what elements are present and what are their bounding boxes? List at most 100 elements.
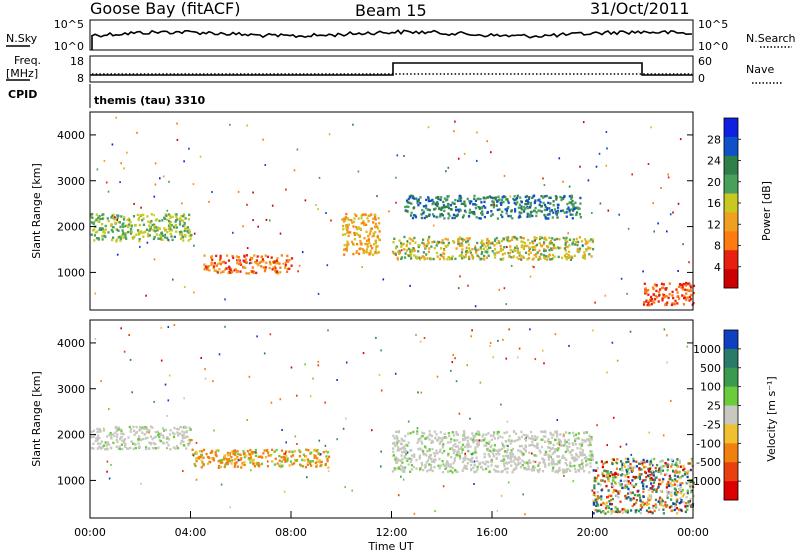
power-panel-pixel bbox=[360, 217, 363, 220]
power-panel-pixel bbox=[393, 237, 396, 240]
velocity-panel-pixel bbox=[686, 504, 689, 508]
velocity-panel-speckle bbox=[195, 478, 198, 481]
power-panel-pixel bbox=[495, 204, 498, 207]
velocity-panel-pixel bbox=[649, 479, 652, 482]
power-panel-pixel bbox=[447, 256, 451, 259]
velocity-panel-pixel bbox=[591, 458, 594, 461]
power-panel-pixel bbox=[518, 211, 521, 214]
power-panel-pixel bbox=[447, 212, 450, 215]
velocity-panel-pixel bbox=[535, 445, 538, 448]
power-panel-pixel bbox=[411, 194, 414, 198]
power-panel-pixel bbox=[576, 243, 579, 247]
velocity-panel-pixel bbox=[680, 490, 683, 493]
power-panel-pixel bbox=[644, 287, 647, 290]
power-panel-speckle bbox=[581, 244, 584, 247]
power-panel-speckle bbox=[119, 181, 121, 184]
power-panel-pixel bbox=[255, 259, 258, 262]
power-panel-pixel bbox=[520, 207, 523, 210]
power-panel-speckle bbox=[457, 287, 460, 290]
velocity-panel-speckle bbox=[648, 431, 650, 434]
velocity-panel-pixel bbox=[511, 447, 515, 451]
power-panel-speckle bbox=[660, 187, 662, 189]
velocity-panel-pixel bbox=[116, 435, 119, 439]
power-panel-pixel bbox=[423, 244, 426, 247]
power-panel-pixel bbox=[359, 239, 362, 243]
velocity-panel-pixel bbox=[611, 497, 614, 501]
velocity-panel-pixel bbox=[439, 464, 443, 467]
power-panel-pixel bbox=[494, 256, 497, 259]
power-panel-pixel bbox=[363, 213, 366, 216]
velocity-panel-pixel bbox=[670, 509, 673, 513]
power-panel-speckle bbox=[605, 131, 608, 133]
power-panel-pixel bbox=[550, 258, 553, 261]
power-panel-pixel bbox=[378, 222, 381, 225]
velocity-panel-pixel bbox=[611, 462, 614, 466]
velocity-panel-speckle bbox=[615, 482, 617, 485]
power-panel-pixel bbox=[409, 214, 413, 217]
velocity-panel-pixel bbox=[416, 441, 419, 444]
velocity-panel-pixel bbox=[237, 453, 240, 456]
velocity-panel-pixel bbox=[562, 435, 565, 438]
power-panel-pixel bbox=[500, 213, 503, 217]
velocity-panel-pixel bbox=[450, 456, 453, 459]
power-panel-pixel bbox=[405, 205, 408, 208]
velocity-panel-pixel bbox=[404, 434, 407, 438]
velocity-panel-pixel bbox=[631, 491, 634, 494]
velocity-panel-pixel bbox=[167, 444, 170, 447]
power-panel-pixel bbox=[131, 237, 134, 240]
velocity-panel-pixel bbox=[200, 459, 203, 462]
velocity-panel-pixel bbox=[317, 452, 320, 455]
velocity-panel-pixel bbox=[524, 439, 528, 442]
velocity-panel-speckle bbox=[470, 335, 472, 338]
velocity-panel-pixel bbox=[515, 463, 518, 467]
power-panel-pixel bbox=[425, 244, 428, 248]
power-panel-pixel bbox=[273, 259, 276, 263]
power-panel-pixel bbox=[676, 302, 679, 305]
power-panel-pixel bbox=[409, 255, 413, 258]
velocity-panel-speckle bbox=[517, 356, 519, 359]
power-panel-pixel bbox=[163, 227, 166, 230]
power-panel-pixel bbox=[377, 238, 381, 241]
power-panel-pixel bbox=[531, 246, 534, 249]
power-panel-pixel bbox=[369, 249, 372, 253]
velocity-panel-speckle bbox=[266, 460, 269, 463]
power-panel-pixel bbox=[449, 208, 453, 211]
velocity-panel-speckle bbox=[558, 443, 561, 446]
velocity-panel-pixel bbox=[658, 478, 661, 482]
velocity-panel-pixel bbox=[104, 441, 107, 444]
power-panel-pixel bbox=[275, 270, 278, 274]
velocity-panel-pixel bbox=[483, 452, 486, 456]
power-panel-speckle bbox=[394, 252, 397, 255]
velocity-panel-speckle bbox=[592, 493, 595, 496]
velocity-panel-pixel bbox=[524, 434, 527, 437]
power-panel-speckle bbox=[667, 176, 670, 179]
power-panel-pixel bbox=[485, 251, 489, 254]
velocity-panel-speckle bbox=[507, 481, 510, 484]
velocity-panel-speckle bbox=[563, 474, 565, 477]
velocity-panel-speckle bbox=[279, 398, 282, 401]
power-panel-pixel bbox=[160, 231, 163, 234]
velocity-panel-pixel bbox=[690, 457, 693, 461]
velocity-panel-pixel bbox=[620, 509, 623, 512]
power-panel-pixel bbox=[516, 249, 520, 252]
power-panel-pixel bbox=[215, 269, 218, 273]
velocity-panel-pixel bbox=[517, 459, 520, 462]
power-panel-pixel bbox=[516, 201, 519, 204]
velocity-panel-pixel bbox=[212, 459, 215, 462]
power-panel-speckle bbox=[395, 201, 397, 204]
power-panel-pixel bbox=[474, 207, 477, 210]
power-panel-pixel bbox=[371, 247, 374, 250]
power-panel-pixel bbox=[520, 258, 523, 261]
velocity-panel-pixel bbox=[570, 456, 573, 460]
velocity-panel-pixel bbox=[173, 426, 176, 430]
power-panel-pixel bbox=[188, 228, 191, 232]
velocity-panel-pixel bbox=[595, 476, 598, 480]
power-panel-pixel bbox=[552, 200, 555, 203]
velocity-panel-pixel bbox=[99, 442, 102, 445]
power-panel-pixel bbox=[564, 243, 567, 246]
power-panel-speckle bbox=[510, 214, 512, 217]
power-panel-pixel bbox=[166, 236, 169, 240]
power-panel-speckle bbox=[587, 179, 590, 182]
velocity-panel-pixel bbox=[226, 451, 229, 455]
velocity-panel-pixel bbox=[512, 468, 515, 472]
